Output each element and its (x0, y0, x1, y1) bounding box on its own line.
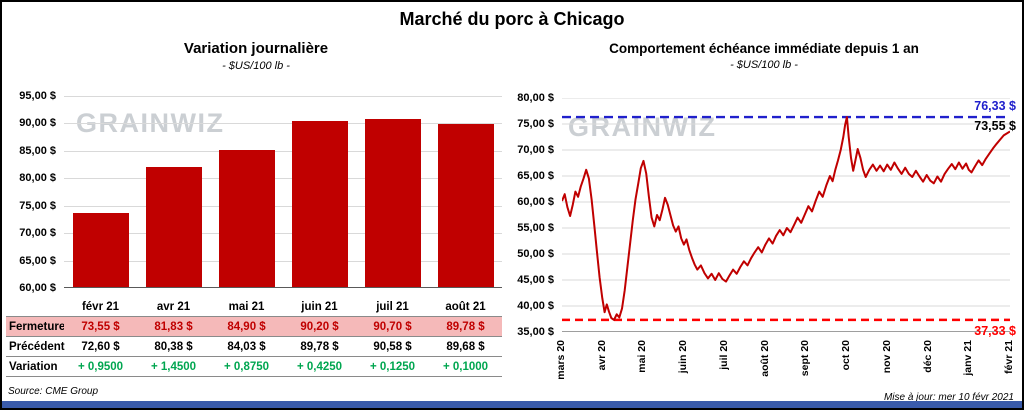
bar (437, 123, 494, 287)
cell-fermeture: 90,20 $ (283, 316, 356, 336)
source-note: Source: CME Group (8, 386, 99, 397)
y-axis-tick-label: 85,00 $ (19, 144, 56, 157)
gridline (64, 260, 502, 262)
bar-chart-subtitle: - $US/100 lb - (222, 60, 290, 72)
price-line-svg (562, 98, 1010, 332)
cell-variation: + 0,1250 (356, 356, 429, 376)
y-axis-tick-label: 65,00 $ (517, 170, 554, 182)
month-label: avr 21 (156, 301, 191, 313)
max-value-label: 76,33 $ (974, 99, 1016, 114)
x-axis-tick-label: févr 21 (1003, 340, 1015, 374)
cell-variation: + 0,4250 (283, 356, 356, 376)
cell-fermeture: 89,78 $ (429, 316, 502, 336)
cell-precedent: 90,58 $ (356, 336, 429, 356)
cell-precedent: 80,38 $ (137, 336, 210, 356)
gridline (64, 233, 502, 235)
y-axis-tick-label: 60,00 $ (19, 282, 56, 294)
update-note: Mise à jour: mer 10 févr 2021 (883, 392, 1014, 403)
y-axis-tick-label: 95,00 $ (19, 90, 56, 102)
bar (291, 121, 348, 287)
cell-fermeture: 90,70 $ (356, 316, 429, 336)
y-axis-tick-label: 60,00 $ (517, 196, 554, 208)
x-axis-tick-label: juin 20 (677, 340, 690, 374)
month-label: mai 21 (228, 301, 265, 313)
y-axis-tick-label: 65,00 $ (19, 254, 56, 267)
x-axis-tick-label: mai 20 (636, 340, 649, 373)
y-axis-tick-label: 70,00 $ (517, 144, 554, 156)
x-axis-tick-label: déc 20 (921, 340, 934, 373)
cell-fermeture: 81,83 $ (137, 316, 210, 336)
price-table: févr 21 avr 21 mai 21 juin 21 juil 21 août 21… (6, 299, 502, 377)
row-label-fermeture: Fermeture (6, 316, 65, 336)
cell-variation: + 0,9500 (64, 356, 137, 376)
y-axis-tick-label: 55,00 $ (517, 222, 554, 234)
daily-variation-panel: Variation journalière - $US/100 lb - GRA… (6, 40, 506, 397)
bar-chart: GRAINWIZ 95,00 $ 90,00 $ 85,00 $ 80,00 $ 75,… (6, 79, 506, 294)
month-label: juil 21 (376, 301, 409, 313)
cell-precedent: 84,03 $ (210, 336, 283, 356)
y-axis-tick-label: 50,00 $ (517, 248, 554, 260)
x-axis-tick-label: août 20 (758, 340, 771, 377)
last-value-label: 73,55 $ (974, 119, 1016, 134)
month-label: févr 21 (81, 301, 120, 313)
bar (145, 167, 202, 287)
cell-precedent: 89,78 $ (283, 336, 356, 356)
gridline (64, 123, 502, 125)
line-chart-plot-area: GRAINWIZ (562, 98, 1010, 332)
cell-variation: + 1,4500 (137, 356, 210, 376)
cell-fermeture: 84,90 $ (210, 316, 283, 336)
table-corner-cell (6, 299, 64, 316)
y-axis-tick-label: 80,00 $ (19, 172, 56, 185)
x-axis-tick-label: sept 20 (799, 340, 812, 377)
x-axis-tick-label: juil 20 (717, 340, 730, 370)
x-axis-tick-label: mars 20 (555, 340, 567, 380)
y-axis-tick-label: 75,00 $ (517, 118, 554, 130)
year-trend-panel: Comportement échéance immédiate depuis 1… (508, 40, 1020, 403)
gridline (64, 205, 502, 207)
footer-accent-bar (2, 401, 1022, 408)
grainwiz-watermark: GRAINWIZ (76, 108, 225, 138)
row-label-variation: Variation (6, 356, 64, 376)
min-value-label: 37,33 $ (974, 323, 1016, 338)
page-title: Marché du porc à Chicago (399, 9, 625, 29)
month-label: août 21 (445, 301, 486, 313)
gridline (64, 178, 502, 180)
gridline (64, 150, 502, 152)
y-axis-tick-label: 45,00 $ (517, 274, 554, 286)
y-axis-tick-label: 70,00 $ (19, 227, 56, 240)
cell-precedent: 72,60 $ (64, 336, 137, 356)
x-axis-tick-label: janv 21 (962, 340, 975, 376)
line-chart-title: Comportement échéance immédiate depuis 1… (609, 41, 919, 56)
y-axis-tick-label: 90,00 $ (19, 117, 56, 130)
cell-precedent: 89,68 $ (429, 336, 502, 356)
bar (72, 212, 129, 287)
cell-variation: + 0,8750 (210, 356, 283, 376)
month-label: juin 21 (301, 301, 338, 313)
bar-chart-title: Variation journalière (183, 40, 329, 57)
x-axis-tick-label: nov 20 (880, 340, 893, 374)
bar-chart-plot-area: GRAINWIZ (64, 96, 502, 288)
line-chart: GRAINWIZ 80,00 $ 75,00 $ 70,00 $ 65,00 $ 60,… (508, 78, 1020, 394)
line-chart-subtitle: - $US/100 lb - (730, 59, 798, 71)
gridline (64, 96, 502, 97)
cell-variation: + 0,1000 (429, 356, 502, 376)
y-axis-tick-label: 75,00 $ (19, 199, 56, 212)
x-axis-tick-label: avr 20 (595, 340, 608, 371)
bar (364, 118, 421, 287)
y-axis-tick-label: 35,00 $ (517, 326, 554, 338)
bar (218, 150, 275, 287)
cell-fermeture: 73,55 $ (64, 316, 137, 336)
y-axis-tick-label: 40,00 $ (517, 300, 554, 312)
y-axis-tick-label: 80,00 $ (517, 92, 554, 104)
x-axis-tick-label: oct 20 (840, 340, 853, 371)
price-line (562, 116, 1010, 321)
row-label-precedent: Précédent (6, 336, 65, 356)
